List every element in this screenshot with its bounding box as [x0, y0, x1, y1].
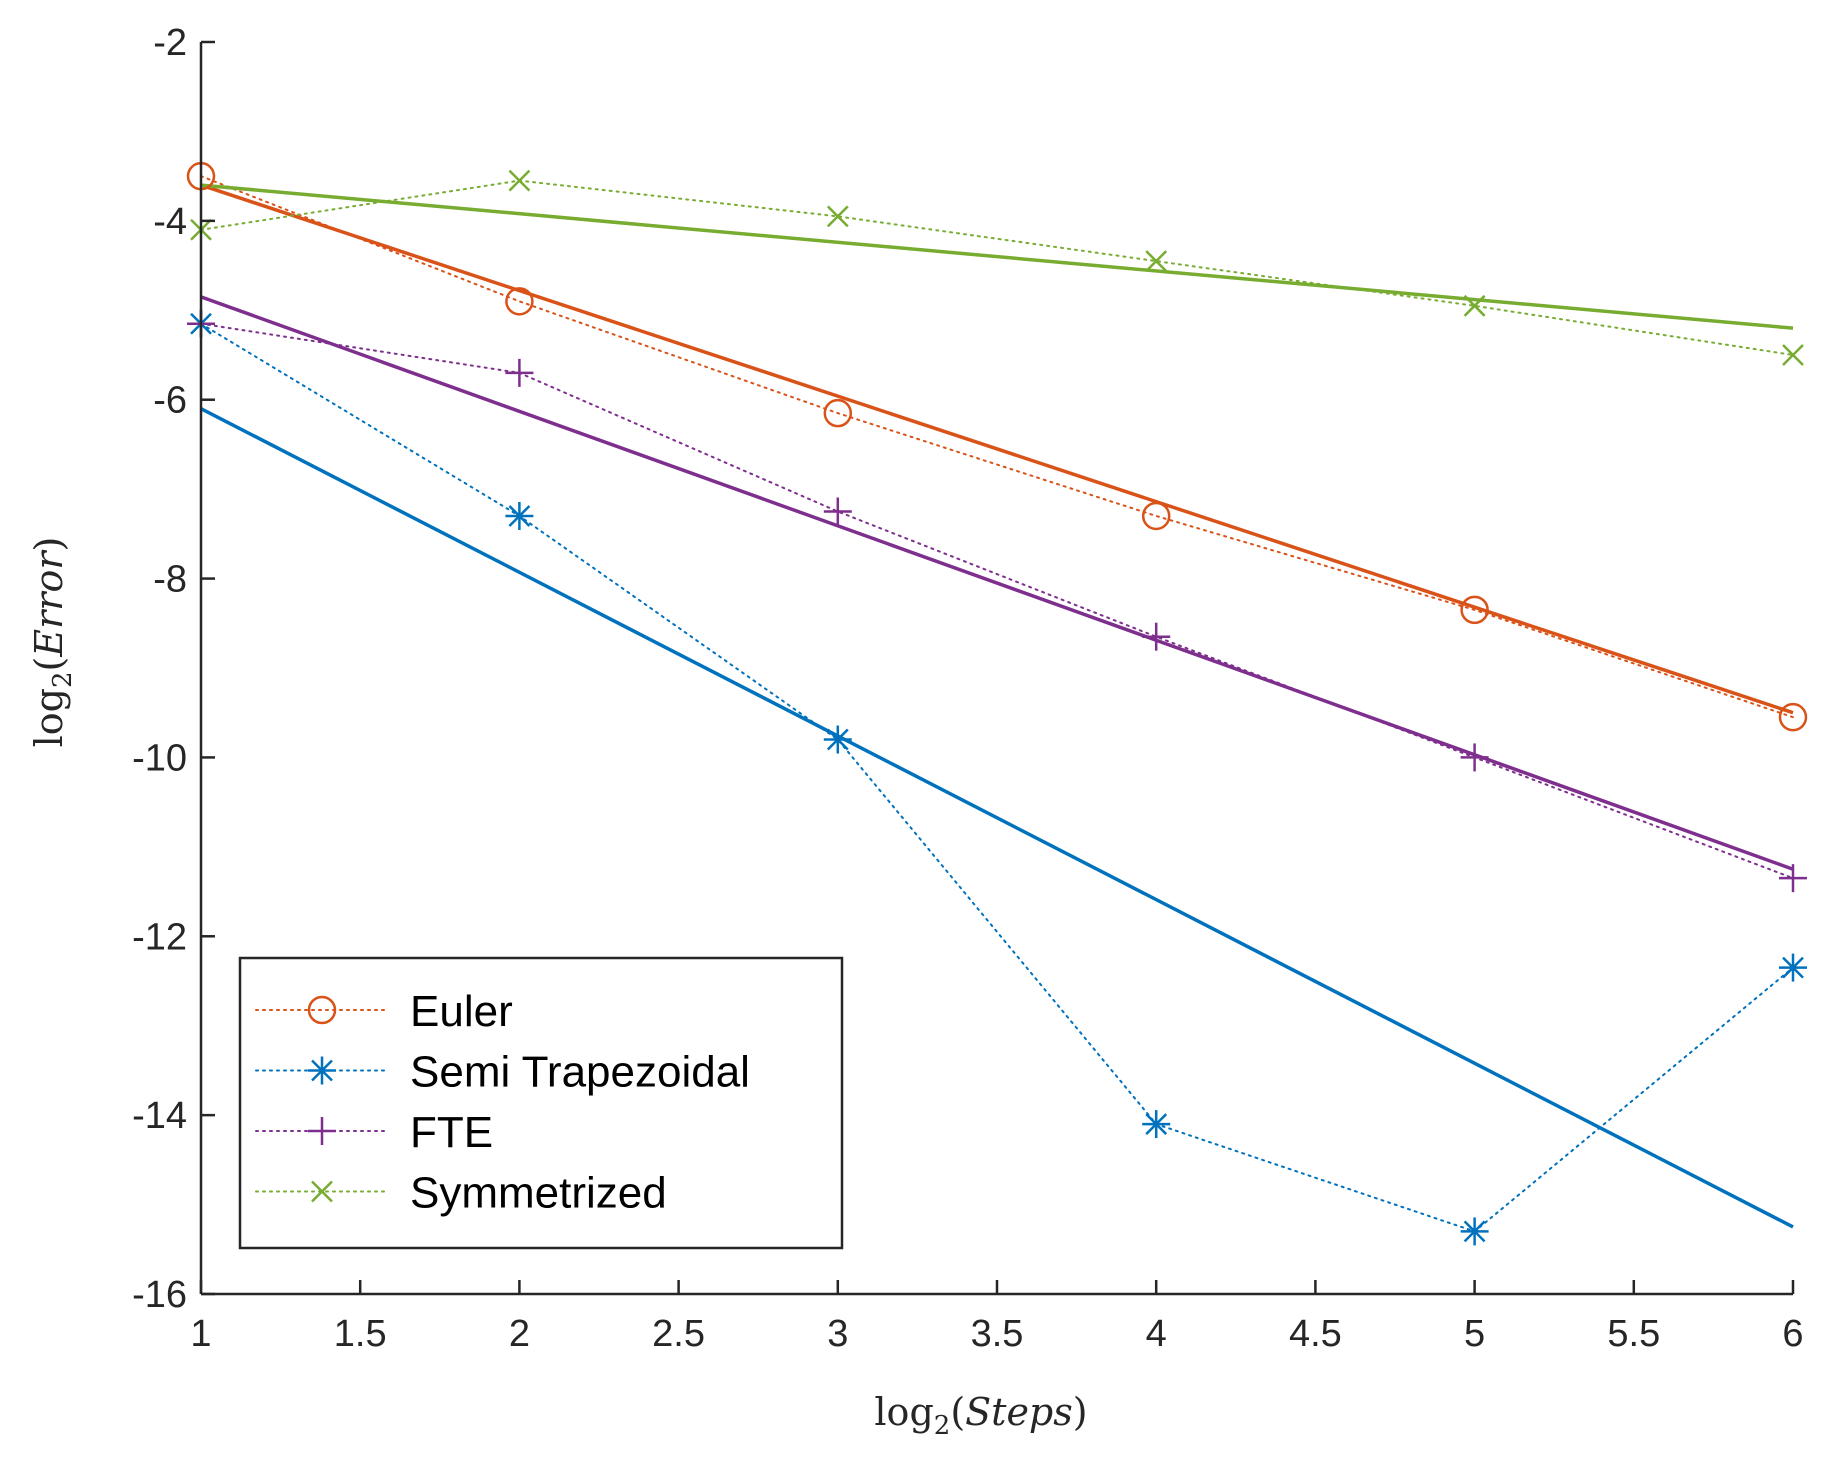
legend: Euler Semi Trapezoidal FTE Symmetrized [238, 956, 844, 1250]
legend-marker [308, 1056, 336, 1085]
y-tick-label: -16 [132, 1274, 187, 1316]
x-axis-title: log2(Steps) [874, 1390, 1087, 1441]
legend-item-fte: FTE [255, 1108, 493, 1157]
legend-marker [308, 1117, 336, 1145]
legend-label: Semi Trapezoidal [410, 1048, 750, 1097]
data-point-euler [823, 398, 853, 428]
data-point-fte [1460, 743, 1489, 772]
series-line-euler [200, 175, 1794, 719]
data-point-fte [1142, 622, 1171, 651]
fit-line-fte [200, 295, 1794, 871]
y-tick-label: -12 [132, 916, 187, 958]
x-ticks: 1 1.5 2 2.5 3 3.5 4 4.5 5 5.5 6 [190, 1280, 1804, 1355]
legend-label: Symmetrized [410, 1169, 667, 1218]
x-tick-label: 2 [509, 1313, 530, 1355]
fit-line-euler [200, 183, 1794, 715]
fit-line-symmetrized [200, 183, 1794, 330]
y-tick-label: -2 [153, 22, 187, 64]
series-line-symmetrized [200, 179, 1794, 356]
legend-box [238, 956, 844, 1250]
series-line-semi-trapezoidal [200, 322, 1794, 1233]
data-point-semi-trapezoidal [1779, 953, 1807, 982]
legend-item-symmetrized: Symmetrized [255, 1169, 667, 1218]
legend-item-semi-trapezoidal: Semi Trapezoidal [255, 1048, 750, 1097]
x-tick-label: 2.5 [652, 1313, 705, 1355]
data-point-fte [505, 358, 534, 387]
y-ticks: -2 -4 -6 -8 -10 -12 -14 -16 [132, 22, 215, 1316]
data-point-euler [1460, 595, 1489, 625]
legend-marker [311, 1180, 333, 1203]
plot-area [200, 175, 1794, 1233]
data-point-euler [505, 287, 534, 316]
y-tick-label: -4 [153, 201, 187, 243]
series-line-fte [200, 322, 1794, 880]
x-tick-label: 3.5 [971, 1313, 1024, 1355]
axes: 1 1.5 2 2.5 3 3.5 4 4.5 5 5.5 6 -2-4-6-8-10-12-14-… [132, 22, 1803, 1355]
data-point-symmetrized [826, 205, 849, 228]
x-tick-label: 5 [1464, 1313, 1485, 1355]
data-point-euler [1778, 702, 1808, 732]
data-point-semi-trapezoidal [1460, 1217, 1489, 1246]
legend-label: FTE [410, 1108, 493, 1157]
y-tick-label: -10 [132, 737, 187, 779]
x-tick-label: 6 [1782, 1313, 1803, 1355]
x-tick-label: 5.5 [1607, 1313, 1660, 1355]
x-tick-label: 1.5 [334, 1313, 387, 1355]
data-point-fte [1779, 864, 1807, 893]
data-point-symmetrized [1145, 250, 1168, 272]
legend-label: Euler [410, 987, 513, 1036]
legend-marker [307, 995, 337, 1025]
legend-item-euler: Euler [255, 987, 513, 1036]
x-tick-label: 3 [827, 1313, 848, 1355]
data-point-symmetrized [1463, 294, 1486, 317]
data-point-semi-trapezoidal [1142, 1110, 1171, 1139]
x-tick-label: 4 [1146, 1313, 1167, 1355]
data-point-euler [1141, 501, 1171, 531]
data-point-semi-trapezoidal [505, 501, 534, 530]
x-tick-label: 4.5 [1289, 1313, 1342, 1355]
y-tick-label: -6 [153, 380, 187, 422]
fit-line-semi-trapezoidal [200, 407, 1794, 1229]
data-point-symmetrized [1782, 344, 1804, 366]
data-point-semi-trapezoidal [823, 725, 852, 754]
y-tick-label: -14 [132, 1095, 187, 1137]
data-point-symmetrized [508, 169, 531, 192]
x-tick-label: 1 [190, 1313, 211, 1355]
y-tick-label: -8 [153, 559, 187, 601]
y-axis-title: log2(Error) [27, 537, 78, 748]
data-point-fte [823, 497, 852, 526]
